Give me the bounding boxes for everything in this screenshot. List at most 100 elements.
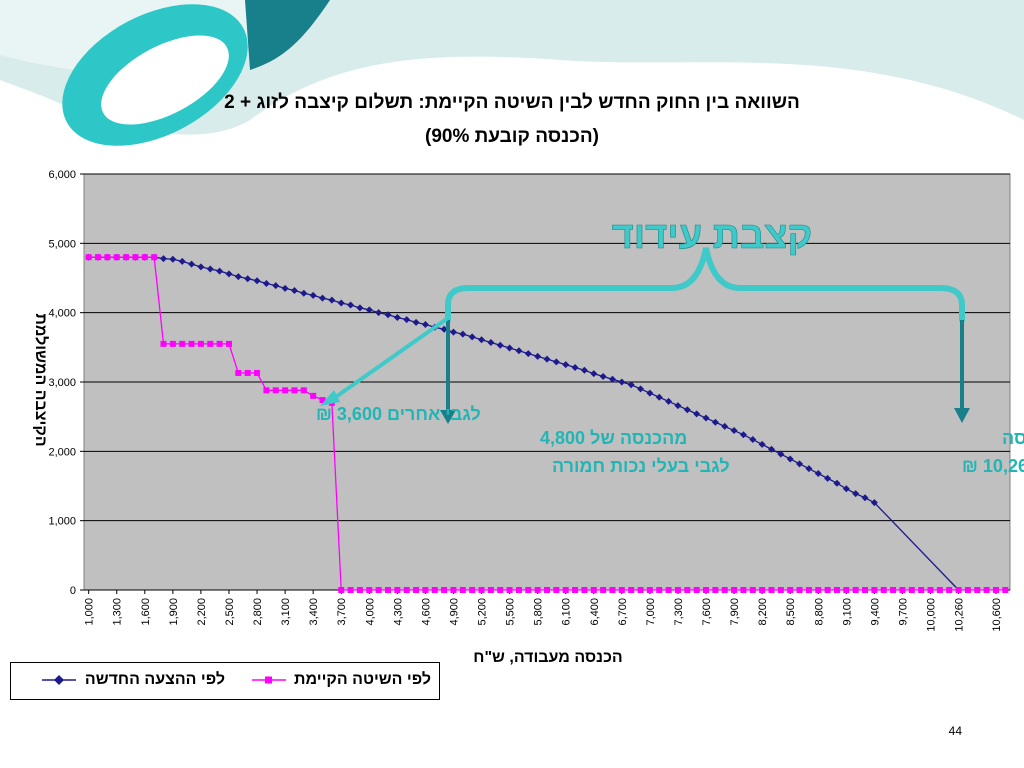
y-axis-label: הקיצבה המשולמת [32,313,50,446]
chart-subtitle: (הכנסה קובעת 90%) [424,126,600,147]
point-new [749,436,757,444]
point-new [758,440,766,448]
legend-label-new: לפי ההצעה החדשה [84,671,225,688]
point-new [767,445,775,453]
point-new [337,299,345,307]
y-tick-label: 6,000 [48,169,76,181]
annotation-layer: קצבת עידוד לגבי אחרים 3,600 ₪ מהכנסה של … [316,215,1024,476]
point-new [721,422,729,430]
point-old [787,587,794,593]
point-new [206,265,214,273]
point-new [646,389,654,397]
x-tick-label: 2,800 [252,598,264,626]
point-new [160,255,168,263]
point-old [319,397,326,404]
point-new [618,378,626,386]
point-old [646,587,653,593]
point-old [366,587,373,593]
point-new [347,301,355,309]
x-tick-label: 7,600 [701,598,713,626]
point-old [394,587,401,593]
point-old [553,587,560,593]
x-tick-label: 8,200 [757,598,769,626]
point-new [824,474,832,482]
point-old [310,392,317,399]
point-old [637,587,644,593]
point-old [674,587,681,593]
y-tick-label: 0 [70,585,76,597]
curly-brace [445,247,965,323]
x-tick-label: 2,200 [196,598,208,626]
legend-swatch-new [42,674,77,685]
point-old [600,587,607,593]
point-new [842,485,850,493]
point-new [384,311,392,319]
point-old [197,340,204,347]
y-tick-label: 4,000 [48,308,76,320]
arrow-head-3600 [320,390,340,406]
point-new [861,494,869,502]
point-old [740,587,747,593]
x-tick-label: 4,900 [448,598,460,626]
y-tick-label: 2,000 [48,446,76,458]
point-old [890,587,897,593]
arrow-shaft-3600 [328,316,450,403]
point-old [497,587,504,593]
point-new [534,352,542,360]
point-new [487,338,495,346]
x-tick-label: 1,600 [140,598,152,626]
point-new [515,347,523,355]
point-old [141,254,148,261]
legend-swatch-old [251,676,286,684]
decorative-background [0,0,1024,146]
x-tick-label: 7,300 [673,598,685,626]
point-new [440,325,448,333]
point-old [852,587,859,593]
legend-label-old: לפי השיטה הקיימת [293,671,431,688]
point-new [805,465,813,473]
x-tick-label: 10,600 [991,598,1003,632]
point-old [768,587,775,593]
point-old [95,254,102,261]
point-new [365,306,373,314]
point-new [730,427,738,435]
point-old [422,587,429,593]
x-tick-label: 4,000 [364,598,376,626]
point-old [796,587,803,593]
point-old [983,587,990,593]
annotation-disabled-line2: לגבי בעלי נכות חמורה [552,456,730,476]
x-tick-label: 7,900 [729,598,741,626]
x-tick-label: 9,100 [841,598,853,626]
legend-item-old: לפי השיטה הקיימת [251,671,431,689]
point-old [974,587,981,593]
point-old [815,587,822,593]
brace-label: קצבת עידוד [612,215,813,257]
point-new [328,296,336,304]
point-new [496,341,504,349]
x-tick-label: 1,000 [84,598,96,626]
point-new [786,455,794,463]
point-old [927,587,934,593]
x-tick-label: 9,700 [897,598,909,626]
point-old [731,587,738,593]
point-old [300,387,307,394]
point-old [777,587,784,593]
point-old [955,587,962,593]
legend: לפי השיטה הקיימת לפי ההצעה החדשה [10,662,440,700]
point-new [403,316,411,324]
y-tick-label: 1,000 [48,516,76,528]
point-old [413,587,420,593]
point-new [693,410,701,418]
x-tick-label: 3,400 [308,598,320,626]
point-old [216,340,223,347]
y-tick-label: 3,000 [48,377,76,389]
point-old [880,587,887,593]
x-tick-label: 3,100 [280,598,292,626]
point-new [319,294,327,302]
point-old [515,587,522,593]
point-old [151,254,158,261]
point-new [711,418,719,426]
x-tick-label: 3,700 [336,598,348,626]
point-new [309,291,317,299]
